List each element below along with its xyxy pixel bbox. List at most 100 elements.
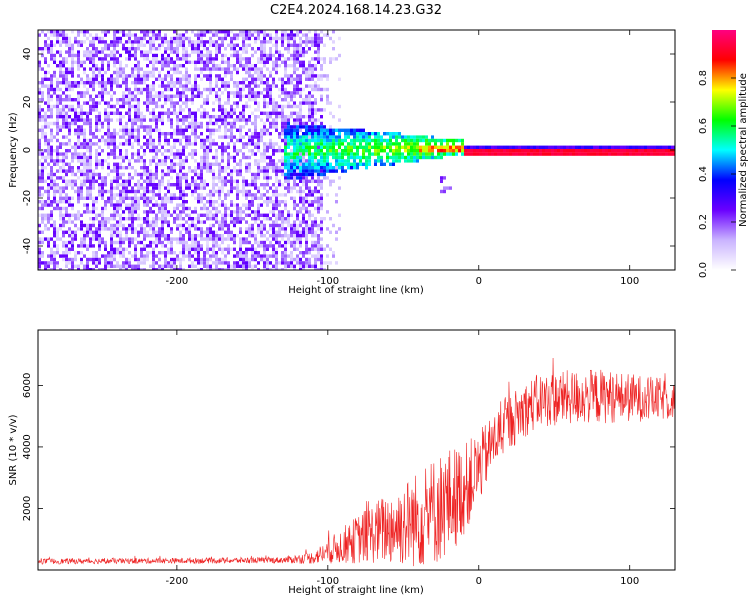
heatmap-cell [305, 152, 308, 156]
heatmap-cell [122, 193, 125, 197]
heatmap-cell [365, 162, 368, 166]
heatmap-cell [56, 87, 59, 92]
heatmap-cell [218, 166, 221, 170]
heatmap-cell [254, 135, 257, 139]
heatmap-cell [446, 142, 449, 146]
heatmap-cell [338, 162, 341, 166]
heatmap-cell [65, 247, 68, 251]
heatmap-cell [284, 179, 287, 183]
heatmap-cell [122, 240, 125, 245]
heatmap-cell [281, 91, 284, 95]
heatmap-cell [248, 91, 251, 95]
heatmap-cell [89, 145, 92, 149]
heatmap-cell [149, 111, 152, 115]
heatmap-cell [62, 244, 65, 248]
heatmap-cell [152, 189, 155, 194]
heatmap-cell [323, 247, 326, 251]
heatmap-cell [89, 104, 92, 109]
heatmap-cell [158, 94, 161, 98]
heatmap-cell [65, 220, 68, 224]
heatmap-cell [65, 240, 68, 245]
heatmap-cell [134, 268, 137, 270]
heatmap-cell [290, 223, 293, 228]
heatmap-cell [185, 125, 188, 129]
heatmap-cell [185, 179, 188, 183]
heatmap-cell [218, 234, 221, 238]
heatmap-cell [308, 94, 311, 98]
heatmap-cell [149, 60, 152, 64]
heatmap-cell [245, 162, 248, 166]
heatmap-cell [305, 94, 308, 98]
heatmap-cell [179, 57, 182, 61]
heatmap-cell [170, 47, 173, 51]
heatmap-cell [269, 176, 272, 180]
heatmap-cell [62, 152, 65, 156]
heatmap-cell [158, 203, 161, 207]
heatmap-cell [344, 128, 347, 132]
heatmap-cell [221, 36, 224, 41]
heatmap-cell [125, 84, 128, 88]
heatmap-cell [287, 176, 290, 180]
heatmap-cell [191, 40, 194, 44]
heatmap-cell [182, 244, 185, 248]
heatmap-cell [161, 91, 164, 95]
heatmap-cell [233, 91, 236, 95]
heatmap-cell [629, 145, 632, 149]
heatmap-cell [146, 254, 149, 258]
heatmap-cell [242, 210, 245, 214]
heatmap-cell [356, 138, 359, 143]
heatmap-cell [149, 125, 152, 129]
heatmap-cell [608, 145, 611, 149]
heatmap-cell [239, 64, 242, 68]
heatmap-cell [311, 118, 314, 122]
heatmap-cell [233, 36, 236, 41]
heatmap-cell [137, 179, 140, 183]
heatmap-cell [116, 132, 119, 136]
heatmap-cell [146, 196, 149, 200]
heatmap-cell [149, 138, 152, 143]
heatmap-cell [320, 206, 323, 211]
heatmap-cell [104, 53, 107, 58]
heatmap-cell [44, 77, 47, 81]
heatmap-cell [236, 118, 239, 122]
heatmap-cell [80, 118, 83, 122]
heatmap-cell [308, 193, 311, 197]
heatmap-cell [335, 237, 338, 241]
heatmap-cell [206, 244, 209, 248]
heatmap-cell [476, 149, 479, 153]
heatmap-cell [326, 101, 329, 105]
heatmap-cell [152, 227, 155, 231]
heatmap-cell [269, 254, 272, 258]
heatmap-cell [65, 98, 68, 102]
heatmap-cell [182, 108, 185, 112]
heatmap-cell [161, 132, 164, 136]
heatmap-cell [302, 155, 305, 160]
heatmap-cell [41, 30, 44, 34]
heatmap-cell [110, 244, 113, 248]
heatmap-cell [257, 91, 260, 95]
heatmap-cell [323, 152, 326, 156]
heatmap-cell [305, 43, 308, 47]
heatmap-cell [38, 240, 41, 245]
heatmap-cell [209, 213, 212, 217]
heatmap-cell [575, 145, 578, 149]
heatmap-cell [167, 237, 170, 241]
heatmap-cell [263, 172, 266, 177]
heatmap-cell [293, 87, 296, 92]
heatmap-cell [164, 142, 167, 146]
heatmap-cell [263, 247, 266, 251]
heatmap-cell [215, 230, 218, 234]
heatmap-cell [113, 206, 116, 211]
heatmap-cell [113, 81, 116, 85]
heatmap-cell [269, 101, 272, 105]
heatmap-cell [77, 138, 80, 143]
heatmap-cell [119, 74, 122, 78]
heatmap-cell [125, 77, 128, 81]
heatmap-cell [116, 240, 119, 245]
heatmap-cell [41, 135, 44, 139]
heatmap-cell [212, 213, 215, 217]
heatmap-cell [236, 104, 239, 109]
heatmap-cell [86, 257, 89, 262]
heatmap-cell [389, 142, 392, 146]
heatmap-cell [182, 145, 185, 149]
